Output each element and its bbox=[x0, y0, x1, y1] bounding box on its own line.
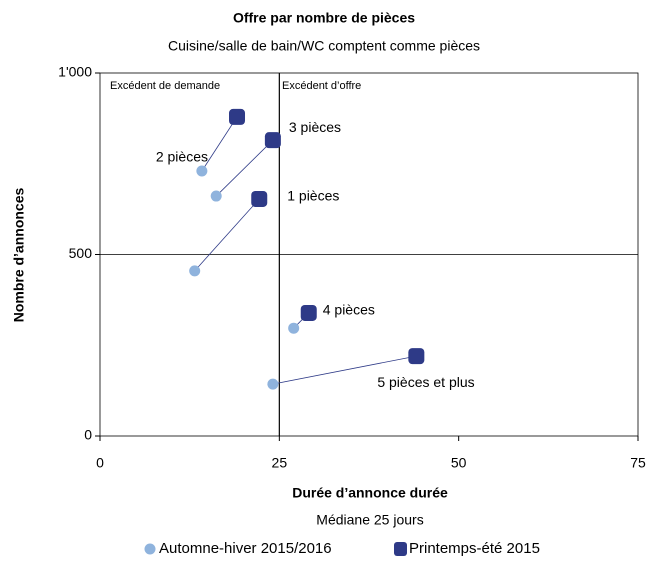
y-tick-label: 0 bbox=[84, 427, 92, 443]
connector bbox=[201, 116, 238, 172]
point-label: 2 pièces bbox=[156, 149, 208, 165]
y-tick-label: 1'000 bbox=[58, 64, 92, 80]
x-tick-label: 0 bbox=[96, 455, 104, 471]
connector bbox=[215, 139, 274, 197]
point bbox=[408, 348, 425, 365]
point bbox=[300, 304, 317, 321]
quadrant-label: Excédent de demande bbox=[110, 80, 220, 92]
point bbox=[196, 165, 208, 177]
point bbox=[267, 378, 279, 390]
x-tick-label: 75 bbox=[630, 455, 646, 471]
x-tick-label: 50 bbox=[451, 455, 467, 471]
quadrant-label: Excédent d’offre bbox=[282, 80, 361, 92]
connector bbox=[194, 198, 260, 272]
point-label: 1 pièces bbox=[287, 188, 339, 204]
legend-marker bbox=[144, 543, 156, 555]
point bbox=[189, 265, 201, 277]
chart-title: Offre par nombre de pièces bbox=[233, 10, 415, 26]
connector bbox=[272, 355, 417, 385]
point bbox=[251, 190, 268, 207]
point bbox=[264, 132, 281, 149]
legend-label: Printemps-été 2015 bbox=[409, 540, 540, 557]
legend-marker bbox=[394, 542, 407, 556]
point-label: 5 pièces et plus bbox=[377, 374, 474, 390]
point-label: 3 pièces bbox=[289, 119, 341, 135]
legend-label: Automne-hiver 2015/2016 bbox=[159, 540, 332, 557]
chart-subtitle: Cuisine/salle de bain/WC comptent comme … bbox=[168, 38, 480, 54]
point-label: 4 pièces bbox=[323, 302, 375, 318]
point bbox=[229, 108, 246, 125]
point bbox=[288, 322, 300, 334]
point bbox=[210, 190, 222, 202]
x-axis-sublabel: Médiane 25 jours bbox=[316, 512, 423, 528]
y-axis-label: Nombre d’annonces bbox=[11, 188, 27, 323]
y-tick-label: 500 bbox=[69, 245, 93, 261]
x-axis-label: Durée d’annonce durée bbox=[292, 485, 448, 501]
x-tick-label: 25 bbox=[272, 455, 288, 471]
